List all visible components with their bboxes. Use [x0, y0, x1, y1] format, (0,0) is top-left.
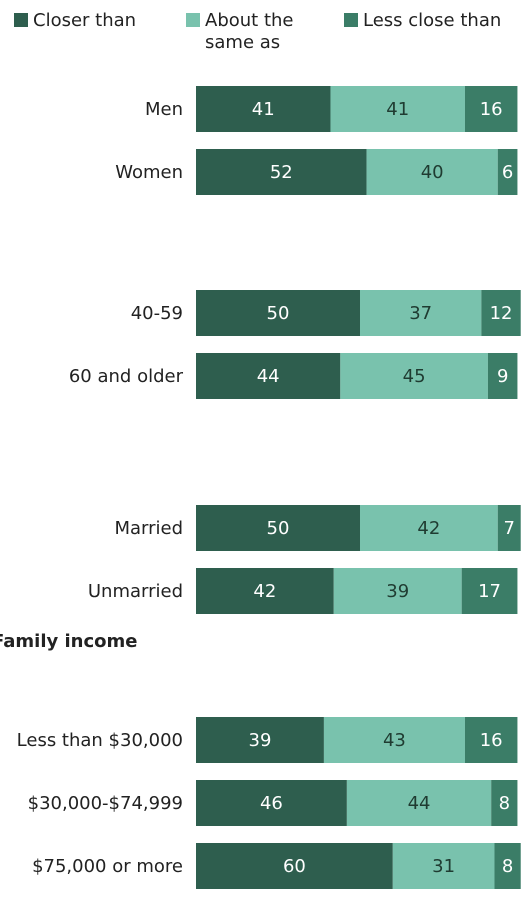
- data-label-men-closer-than: 41: [252, 99, 275, 120]
- bar-segment-married-about-the-same-as: [360, 505, 498, 551]
- data-label-60-and-older-about-the-same-as: 45: [403, 366, 426, 387]
- data-label-unmarried-less-close-than: 17: [478, 581, 501, 602]
- data-label-married-about-the-same-as: 42: [417, 518, 440, 539]
- bar-segment-women-about-the-same-as: [366, 149, 498, 195]
- row-label-married: Married: [114, 518, 183, 539]
- bar-segment-60-and-older-closer-than: [196, 353, 341, 399]
- legend-label-about-the-same-as: About the same as: [205, 10, 294, 53]
- bar-segment-less-than-30-000-less-close-than: [464, 717, 518, 763]
- data-label-30-000-74-999-less-close-than: 8: [499, 793, 510, 814]
- data-label-unmarried-about-the-same-as: 39: [386, 581, 409, 602]
- bar-segment-unmarried-about-the-same-as: [333, 568, 462, 614]
- row-label-30-000-74-999: $30,000-$74,999: [28, 793, 183, 814]
- data-label-unmarried-closer-than: 42: [253, 581, 276, 602]
- bar-segment-75-000-or-more-less-close-than: [494, 843, 521, 889]
- bar-segment-unmarried-closer-than: [196, 568, 334, 614]
- data-label-30-000-74-999-closer-than: 46: [260, 793, 283, 814]
- data-label-40-59-less-close-than: 12: [490, 303, 513, 324]
- bar-segment-women-less-close-than: [497, 149, 518, 195]
- bar-segment-married-closer-than: [196, 505, 360, 551]
- row-label-unmarried: Unmarried: [88, 581, 183, 602]
- data-label-75-000-or-more-about-the-same-as: 31: [432, 856, 455, 877]
- bar-segment-less-than-30-000-closer-than: [196, 717, 324, 763]
- bar-segment-men-about-the-same-as: [330, 86, 465, 132]
- row-label-men: Men: [145, 99, 183, 120]
- data-label-75-000-or-more-closer-than: 60: [283, 856, 306, 877]
- legend-label-less-close-than: Less close than: [363, 10, 502, 31]
- section-heading-family-income: Family income: [0, 631, 138, 652]
- data-label-75-000-or-more-less-close-than: 8: [502, 856, 513, 877]
- bar-segment-30-000-74-999-closer-than: [196, 780, 347, 826]
- bar-segment-unmarried-less-close-than: [461, 568, 518, 614]
- data-label-women-closer-than: 52: [270, 162, 293, 183]
- bar-segment-30-000-74-999-less-close-than: [491, 780, 518, 826]
- bar-segment-women-closer-than: [196, 149, 367, 195]
- row-label-40-59: 40-59: [131, 303, 183, 324]
- bar-segment-75-000-or-more-closer-than: [196, 843, 393, 889]
- data-label-men-about-the-same-as: 41: [386, 99, 409, 120]
- row-label-60-and-older: 60 and older: [69, 366, 184, 387]
- legend-swatch-closer-than: [14, 13, 28, 27]
- data-label-men-less-close-than: 16: [480, 99, 503, 120]
- data-label-married-less-close-than: 7: [504, 518, 515, 539]
- bar-segment-married-less-close-than: [497, 505, 521, 551]
- legend-swatch-about-the-same-as: [186, 13, 200, 27]
- data-label-less-than-30-000-less-close-than: 16: [480, 730, 503, 751]
- legend-label-closer-than: Closer than: [33, 10, 137, 31]
- row-label-less-than-30-000: Less than $30,000: [17, 730, 183, 751]
- bar-segment-75-000-or-more-about-the-same-as: [392, 843, 495, 889]
- bar-segment-60-and-older-less-close-than: [487, 353, 518, 399]
- data-label-60-and-older-closer-than: 44: [257, 366, 280, 387]
- data-label-less-than-30-000-closer-than: 39: [249, 730, 272, 751]
- bar-segment-less-than-30-000-about-the-same-as: [323, 717, 465, 763]
- data-label-30-000-74-999-about-the-same-as: 44: [408, 793, 431, 814]
- data-label-40-59-about-the-same-as: 37: [409, 303, 432, 324]
- bar-segment-60-and-older-about-the-same-as: [340, 353, 488, 399]
- data-label-married-closer-than: 50: [267, 518, 290, 539]
- row-label-75-000-or-more: $75,000 or more: [32, 856, 183, 877]
- data-label-women-about-the-same-as: 40: [421, 162, 444, 183]
- data-label-60-and-older-less-close-than: 9: [497, 366, 508, 387]
- bar-segment-40-59-closer-than: [196, 290, 360, 336]
- legend-swatch-less-close-than: [344, 13, 358, 27]
- data-label-40-59-closer-than: 50: [267, 303, 290, 324]
- bar-segment-men-closer-than: [196, 86, 331, 132]
- data-label-women-less-close-than: 6: [502, 162, 513, 183]
- data-label-less-than-30-000-about-the-same-as: 43: [383, 730, 406, 751]
- bar-segment-men-less-close-than: [464, 86, 518, 132]
- bar-segment-30-000-74-999-about-the-same-as: [346, 780, 492, 826]
- bar-segment-40-59-about-the-same-as: [360, 290, 482, 336]
- row-label-women: Women: [115, 162, 183, 183]
- bar-segment-40-59-less-close-than: [481, 290, 521, 336]
